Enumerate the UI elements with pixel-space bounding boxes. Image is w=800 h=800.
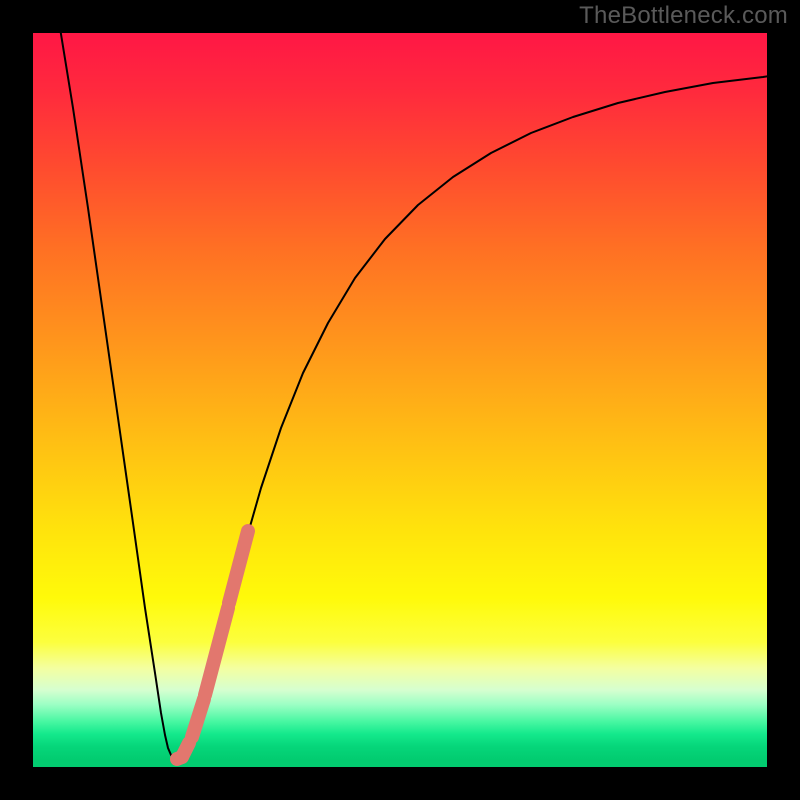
plot-svg	[33, 33, 767, 767]
chart-frame: TheBottleneck.com	[0, 0, 800, 800]
plot-area	[33, 33, 767, 767]
highlight-segment	[182, 743, 189, 757]
watermark-text: TheBottleneck.com	[579, 2, 788, 30]
gradient-background	[33, 33, 767, 767]
